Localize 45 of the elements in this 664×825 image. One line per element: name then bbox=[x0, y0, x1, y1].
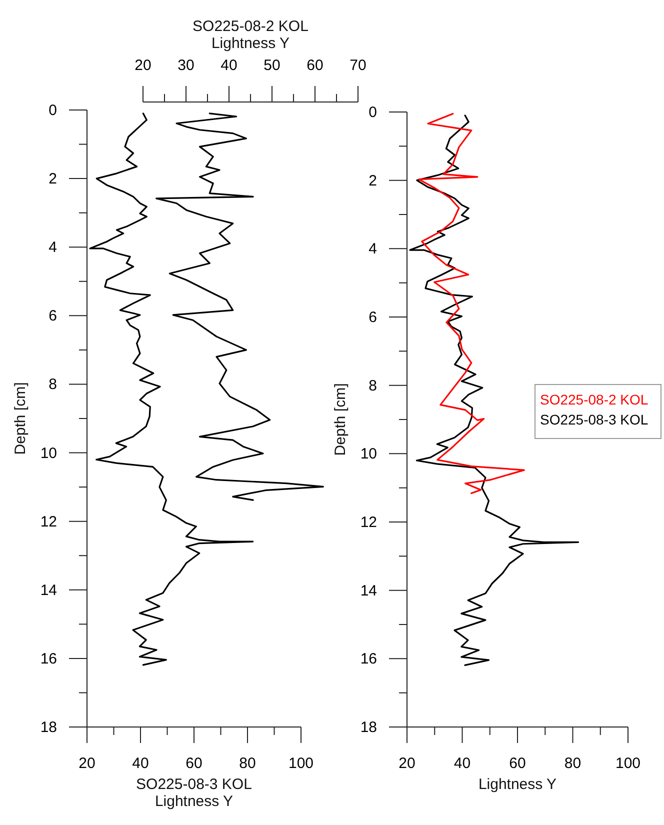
y-tick-label: 14 bbox=[360, 582, 377, 600]
x-tick-label: 80 bbox=[239, 755, 256, 772]
y-tick-label: 8 bbox=[48, 376, 57, 394]
x-tick-label: 20 bbox=[78, 755, 96, 772]
y-tick-label: 18 bbox=[40, 719, 57, 736]
y-axis-title: Depth [cm] bbox=[12, 382, 29, 455]
y-tick-label: 0 bbox=[48, 102, 57, 119]
y-tick-label: 2 bbox=[368, 172, 377, 190]
x2-tick-label: 20 bbox=[134, 57, 152, 74]
x-tick-label: 100 bbox=[288, 755, 314, 772]
text: SO225-08-2 KOL bbox=[540, 392, 648, 408]
y-tick-label: 2 bbox=[48, 170, 57, 188]
y-tick-label: 12 bbox=[360, 514, 377, 531]
x2-tick-label: 40 bbox=[220, 57, 238, 74]
y-tick-label: 6 bbox=[48, 308, 57, 325]
y-tick-label: 4 bbox=[368, 240, 377, 258]
x-tick-label: 60 bbox=[186, 755, 202, 772]
x-tick-label: 80 bbox=[564, 755, 582, 772]
x-tick-label: 40 bbox=[454, 755, 471, 772]
line-series bbox=[418, 112, 525, 494]
y-tick-label: 4 bbox=[48, 239, 57, 256]
y-tick-label: 12 bbox=[40, 513, 57, 530]
x2-tick-label: 30 bbox=[178, 57, 194, 74]
y-tick-label: 10 bbox=[360, 446, 377, 463]
x2-tick-label: 50 bbox=[264, 57, 280, 74]
y-tick-label: 8 bbox=[368, 377, 377, 394]
x2-axis-title: SO225-08-2 KOL Lightness Y bbox=[192, 18, 308, 52]
y-tick-label: 16 bbox=[40, 650, 57, 668]
y-tick-label: 14 bbox=[40, 582, 57, 599]
y-tick-label: 10 bbox=[40, 444, 57, 462]
y-tick-label: 16 bbox=[360, 650, 377, 668]
y-tick-label: 6 bbox=[368, 309, 377, 326]
y-axis-title: Depth [cm] bbox=[332, 383, 349, 456]
y-tick-label: 18 bbox=[360, 719, 377, 736]
x2-tick-label: 60 bbox=[306, 57, 324, 74]
x-axis-title: Lightness Y bbox=[478, 776, 557, 793]
y-tick-label: 0 bbox=[368, 104, 377, 121]
x2-tick-label: 70 bbox=[350, 57, 366, 74]
text: SO225-08-3 KOL bbox=[540, 412, 648, 428]
x-axis-title: SO225-08-3 KOL Lightness Y bbox=[136, 776, 252, 810]
x-tick-label: 20 bbox=[398, 755, 416, 772]
x-tick-label: 60 bbox=[509, 755, 526, 772]
x-tick-label: 40 bbox=[132, 755, 149, 772]
line-series bbox=[89, 112, 254, 666]
x-tick-label: 100 bbox=[615, 755, 641, 772]
